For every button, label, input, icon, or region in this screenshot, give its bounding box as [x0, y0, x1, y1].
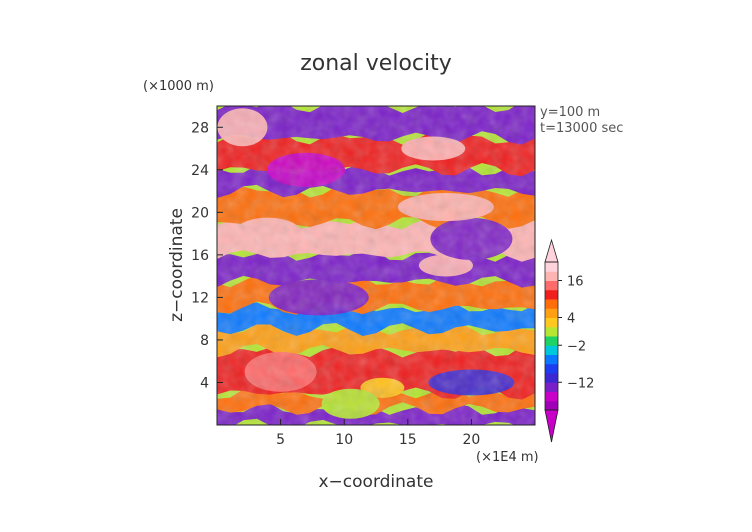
heatmap-plot-area — [217, 106, 535, 425]
colorbar-swatch — [545, 373, 558, 383]
colorbar-swatch — [545, 345, 558, 355]
colorbar-swatch — [545, 363, 558, 374]
colorbar-swatch — [545, 280, 558, 291]
annotation-y-position: y=100 m — [540, 105, 600, 120]
colorbar-swatch — [545, 317, 558, 328]
colorbar-tick-label: 16 — [567, 275, 584, 290]
x-tick-label: 5 — [276, 432, 285, 448]
plot-frame — [216, 105, 536, 426]
colorbar-swatch — [545, 326, 558, 337]
colorbar-swatch — [545, 271, 558, 281]
y-tick-label: 20 — [191, 205, 209, 221]
y-tick-label: 16 — [191, 248, 209, 264]
colorbar-tick-label: −12 — [567, 376, 594, 391]
colorbar-extend-max — [544, 238, 559, 263]
y-unit-label: (×1000 m) — [143, 79, 214, 94]
x-tick-label: 20 — [462, 432, 480, 448]
y-tick-label: 28 — [191, 120, 209, 136]
x-tick-label: 15 — [399, 432, 417, 448]
colorbar-swatch — [545, 308, 558, 318]
colorbar-swatch — [545, 299, 558, 309]
colorbar-swatch — [545, 391, 558, 402]
colorbar-swatch — [545, 354, 558, 365]
y-tick-label: 12 — [191, 290, 209, 306]
colorbar-extend-min — [544, 409, 559, 443]
colorbar-swatch — [545, 289, 558, 300]
y-axis-label: z−coordinate — [167, 208, 187, 322]
y-tick-label: 8 — [200, 333, 209, 349]
colorbar-tick-label: −2 — [567, 339, 586, 354]
annotation-time: t=13000 sec — [540, 121, 623, 136]
y-axis-ticks: 4 8 12 16 20 24 28 — [191, 120, 223, 391]
x-unit-label: (×1E4 m) — [476, 450, 539, 465]
colorbar-swatch — [545, 382, 558, 392]
x-axis-ticks: 5 10 15 20 — [276, 419, 480, 448]
colorbar-tick-label: 4 — [567, 312, 575, 327]
colorbar-swatch — [545, 262, 558, 272]
x-axis-label: x−coordinate — [319, 472, 434, 492]
colorbar-swatch — [545, 336, 558, 346]
y-tick-label: 4 — [200, 375, 209, 391]
y-tick-label: 24 — [191, 163, 209, 179]
chart-title: zonal velocity — [300, 51, 452, 76]
colorbar-frame — [544, 261, 559, 411]
x-tick-label: 10 — [335, 432, 353, 448]
colorbar: 16 4 −2 −12 — [544, 238, 594, 443]
colorbar-swatch — [545, 400, 558, 411]
heatmap-texture — [217, 106, 535, 425]
